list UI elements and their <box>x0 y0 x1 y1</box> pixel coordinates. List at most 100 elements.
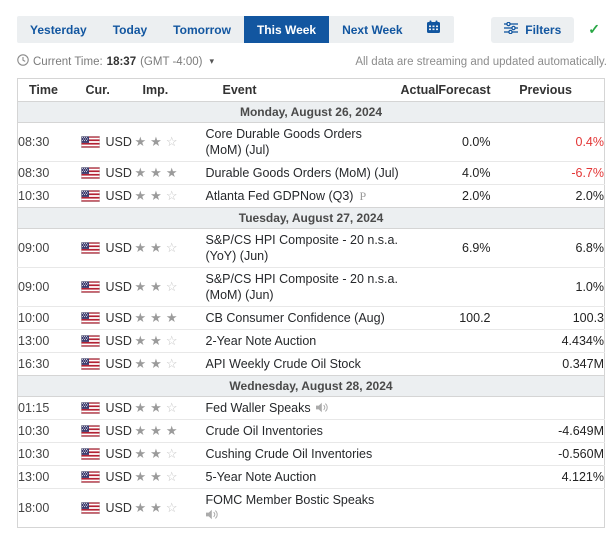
event-link[interactable]: Cushing Crude Oil Inventories <box>205 447 373 461</box>
tab-today[interactable]: Today <box>112 22 148 37</box>
currency-code: USD <box>105 334 132 348</box>
event-time: 08:30 <box>17 161 81 185</box>
day-header-row: Monday, August 26, 2024 <box>17 101 605 123</box>
event-row: 13:00 USD ★★☆ 2-Year Note Auction 4.434% <box>17 329 605 353</box>
event-link[interactable]: Crude Oil Inventories <box>205 424 323 438</box>
event-row: 10:30 USD ★★☆ Cushing Crude Oil Inventories… <box>17 442 605 466</box>
event-time: 10:30 <box>17 184 81 208</box>
event-currency: USD <box>80 488 135 528</box>
event-link[interactable]: Fed Waller Speaks <box>205 401 311 415</box>
event-link[interactable]: Core Durable Goods Orders (MoM) (Jul) <box>205 127 362 157</box>
chevron-down-icon[interactable]: ▾ <box>209 56 215 66</box>
event-link[interactable]: Atlanta Fed GDPNow (Q3) <box>205 189 354 203</box>
event-cell: S&P/CS HPI Composite - 20 n.s.a. (MoM) (… <box>205 267 401 307</box>
forecast-value <box>435 267 491 307</box>
star-empty-icon: ☆ <box>165 279 182 294</box>
star-filled-icon: ★ <box>150 333 166 348</box>
event-link[interactable]: S&P/CS HPI Composite - 20 n.s.a. (MoM) (… <box>205 272 398 302</box>
event-row: 18:00 USD ★★☆ FOMC Member Bostic Speaks <box>17 488 605 528</box>
event-cell: Cushing Crude Oil Inventories <box>205 442 401 466</box>
event-time: 08:30 <box>17 122 81 162</box>
filters-button-label: Filters <box>525 22 562 37</box>
event-time: 01:15 <box>17 396 81 420</box>
toolbar-right: Filters ✓ <box>491 16 600 43</box>
check-icon[interactable]: ✓ <box>588 21 600 37</box>
star-empty-icon: ☆ <box>165 333 182 348</box>
previous-value <box>490 488 605 528</box>
us-flag-icon <box>80 448 100 460</box>
star-empty-icon: ☆ <box>165 356 182 371</box>
day-header-label: Wednesday, August 28, 2024 <box>17 375 605 397</box>
importance-stars: ★★☆ <box>134 396 206 420</box>
forecast-value: 4.0% <box>435 161 491 185</box>
star-filled-icon: ★ <box>134 400 151 415</box>
event-time: 16:30 <box>17 352 81 376</box>
importance-stars: ★★☆ <box>134 465 206 489</box>
event-currency: USD <box>80 419 135 443</box>
event-link[interactable]: Durable Goods Orders (MoM) (Jul) <box>205 166 399 180</box>
star-filled-icon: ★ <box>134 165 151 180</box>
col-header-forecast: Forecast <box>435 78 491 102</box>
event-link[interactable]: 5-Year Note Auction <box>205 470 317 484</box>
us-flag-icon <box>80 335 100 347</box>
tab-next-week[interactable]: Next Week <box>342 22 403 37</box>
forecast-value <box>435 419 491 443</box>
event-time: 09:00 <box>17 267 81 307</box>
event-cell: 5-Year Note Auction <box>205 465 401 489</box>
star-filled-icon: ★ <box>150 188 166 203</box>
tab-yesterday[interactable]: Yesterday <box>30 22 87 37</box>
event-currency: USD <box>80 465 135 489</box>
currency-code: USD <box>105 311 132 325</box>
currency-code: USD <box>105 166 132 180</box>
filters-button[interactable]: Filters <box>491 16 575 43</box>
star-filled-icon: ★ <box>150 400 166 415</box>
event-currency: USD <box>80 122 135 162</box>
calendar-icon <box>426 20 441 39</box>
currency-code: USD <box>105 401 132 415</box>
star-empty-icon: ☆ <box>165 500 182 515</box>
us-flag-icon <box>80 136 100 148</box>
event-link[interactable]: S&P/CS HPI Composite - 20 n.s.a. (YoY) (… <box>205 233 398 263</box>
forecast-value: 0.0% <box>435 122 491 162</box>
star-empty-icon: ☆ <box>165 240 182 255</box>
event-row: 09:00 USD ★★☆ S&P/CS HPI Composite - 20 n.s… <box>17 228 605 268</box>
importance-stars: ★★☆ <box>134 228 206 268</box>
event-link[interactable]: 2-Year Note Auction <box>205 334 317 348</box>
star-filled-icon: ★ <box>134 240 151 255</box>
event-cell: Fed Waller Speaks <box>205 396 401 420</box>
event-currency: USD <box>80 329 135 353</box>
event-currency: USD <box>80 442 135 466</box>
importance-stars: ★★☆ <box>134 442 206 466</box>
day-header-label: Monday, August 26, 2024 <box>17 101 605 123</box>
col-header-previous: Previous <box>490 78 605 102</box>
previous-value: 1.0% <box>490 267 605 307</box>
event-cell: Atlanta Fed GDPNow (Q3) P <box>205 184 401 208</box>
star-filled-icon: ★ <box>134 134 151 149</box>
event-cell: Crude Oil Inventories <box>205 419 401 443</box>
event-currency: USD <box>80 228 135 268</box>
forecast-value <box>435 352 491 376</box>
event-link[interactable]: FOMC Member Bostic Speaks <box>205 493 375 507</box>
currency-code: USD <box>105 280 132 294</box>
star-filled-icon: ★ <box>134 469 151 484</box>
event-link[interactable]: CB Consumer Confidence (Aug) <box>205 311 385 325</box>
star-filled-icon: ★ <box>165 310 182 325</box>
actual-value <box>400 161 436 185</box>
event-cell: Core Durable Goods Orders (MoM) (Jul) <box>205 122 401 162</box>
event-row: 10:30 USD ★★★ Crude Oil Inventories -4.649M <box>17 419 605 443</box>
tab-this-week[interactable]: This Week <box>243 16 330 43</box>
event-link[interactable]: API Weekly Crude Oil Stock <box>205 357 361 371</box>
day-header-row: Tuesday, August 27, 2024 <box>17 207 605 229</box>
tab-tomorrow[interactable]: Tomorrow <box>173 22 231 37</box>
star-filled-icon: ★ <box>150 310 166 325</box>
event-cell: CB Consumer Confidence (Aug) <box>205 306 401 330</box>
star-filled-icon: ★ <box>150 469 166 484</box>
event-time: 10:30 <box>17 419 81 443</box>
event-time: 13:00 <box>17 329 81 353</box>
calendar-picker-button[interactable] <box>416 16 454 43</box>
previous-value: -0.560M <box>490 442 605 466</box>
importance-stars: ★★☆ <box>134 488 206 528</box>
forecast-value <box>435 329 491 353</box>
us-flag-icon <box>80 502 100 514</box>
forecast-value: 2.0% <box>435 184 491 208</box>
